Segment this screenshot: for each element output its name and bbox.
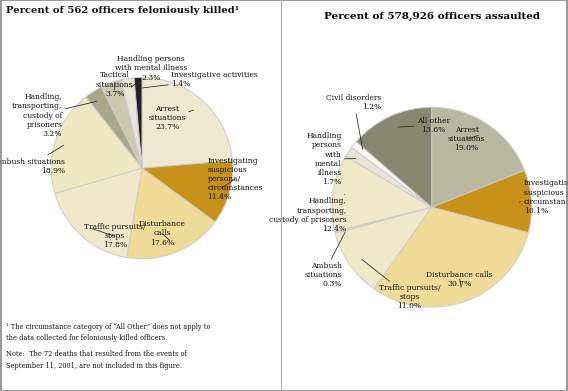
Wedge shape xyxy=(55,168,142,258)
Wedge shape xyxy=(432,107,525,207)
Wedge shape xyxy=(335,207,432,289)
Wedge shape xyxy=(374,207,528,307)
Wedge shape xyxy=(346,147,432,207)
Wedge shape xyxy=(127,168,215,259)
Text: Traffic pursuits/
stops
11.0%: Traffic pursuits/ stops 11.0% xyxy=(362,259,441,310)
Text: Civil disorders
1.2%: Civil disorders 1.2% xyxy=(327,94,382,149)
Text: Handling persons
with mental illness
2.3%: Handling persons with mental illness 2.3… xyxy=(115,55,187,88)
Wedge shape xyxy=(86,87,142,168)
Text: Handling,
transporting,
custody of prisoners
12.4%: Handling, transporting, custody of priso… xyxy=(269,195,346,233)
Wedge shape xyxy=(142,77,232,168)
Text: ¹ The circumstance category of “All Other” does not apply to: ¹ The circumstance category of “All Othe… xyxy=(6,323,210,330)
Text: Ambush
situations
0.3%: Ambush situations 0.3% xyxy=(304,232,345,289)
Text: Tactical
situations
3.7%: Tactical situations 3.7% xyxy=(96,72,133,98)
Text: All other
13.6%: All other 13.6% xyxy=(398,117,450,134)
Wedge shape xyxy=(335,207,432,233)
Text: Percent of 562 officers feloniously killed¹: Percent of 562 officers feloniously kill… xyxy=(6,6,239,15)
Text: Investigating
suspicious persons/
circumstances
10.1%: Investigating suspicious persons/ circum… xyxy=(520,179,568,215)
Text: Arrest
situations
19.0%: Arrest situations 19.0% xyxy=(448,126,486,152)
Wedge shape xyxy=(134,77,142,168)
Text: Investigating
suspicious
persona/
circumstances
11.4%: Investigating suspicious persona/ circum… xyxy=(207,157,262,201)
Text: Disturbance
calls
17.6%: Disturbance calls 17.6% xyxy=(139,220,185,247)
Wedge shape xyxy=(432,170,532,233)
Wedge shape xyxy=(101,80,142,168)
Text: Investigative activities
1.4%: Investigative activities 1.4% xyxy=(141,71,258,88)
Text: Disturbance calls
30.7%: Disturbance calls 30.7% xyxy=(427,271,493,288)
Text: Handling,
transporting,
custody of
prisoners
3.2%: Handling, transporting, custody of priso… xyxy=(12,93,97,138)
Wedge shape xyxy=(356,107,432,207)
Text: Arrest
situations
23.7%: Arrest situations 23.7% xyxy=(149,105,194,131)
Text: Ambush situations
18.9%: Ambush situations 18.9% xyxy=(0,145,65,175)
Wedge shape xyxy=(142,161,233,222)
Wedge shape xyxy=(352,142,432,207)
Wedge shape xyxy=(51,97,142,194)
Text: Note:  The 72 deaths that resulted from the events of: Note: The 72 deaths that resulted from t… xyxy=(6,350,186,358)
Text: Traffic pursuits/
stops
17.8%: Traffic pursuits/ stops 17.8% xyxy=(84,223,145,249)
Text: Handling
persons
with
mental
illness
1.7%: Handling persons with mental illness 1.7… xyxy=(306,132,356,186)
Title: Percent of 578,926 officers assaulted: Percent of 578,926 officers assaulted xyxy=(324,12,540,21)
Text: September 11, 2001, are not included in this figure.: September 11, 2001, are not included in … xyxy=(6,362,182,369)
Wedge shape xyxy=(121,78,142,168)
Text: the data collected for feloniously killed officers.: the data collected for feloniously kille… xyxy=(6,334,167,342)
Wedge shape xyxy=(332,156,432,231)
